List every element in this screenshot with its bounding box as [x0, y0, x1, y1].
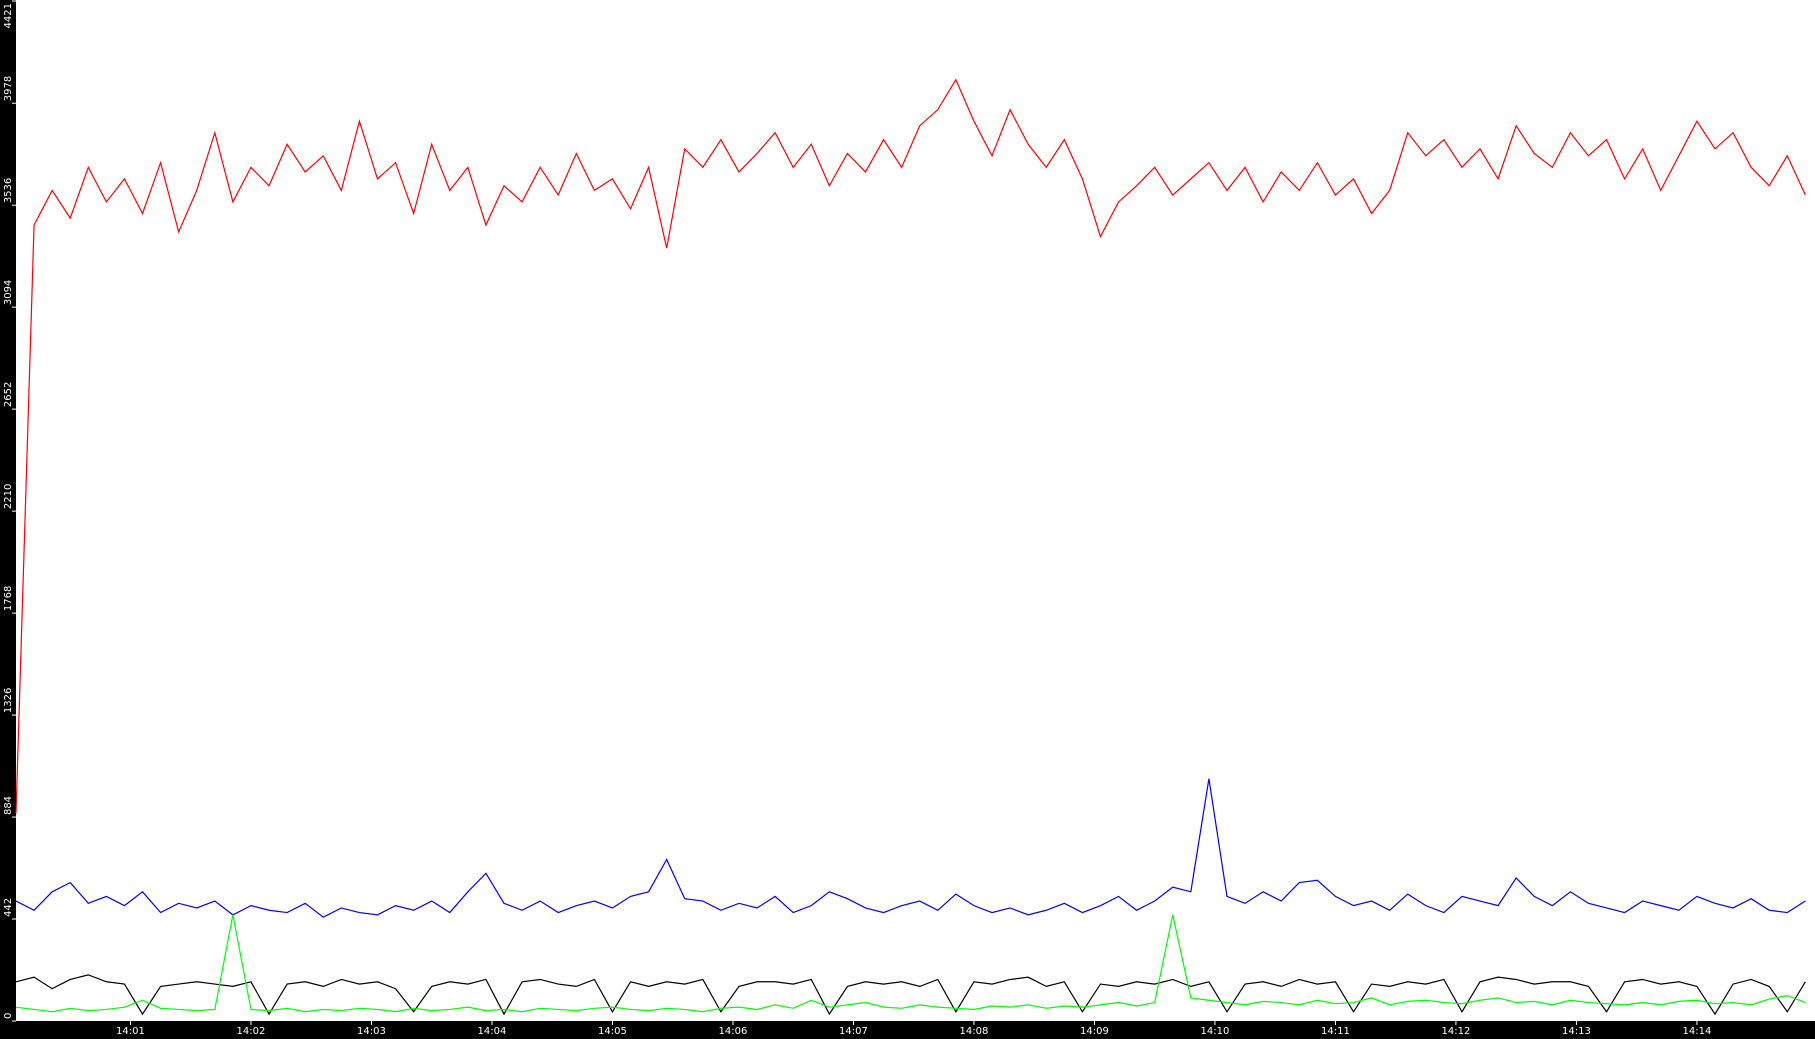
y-tick-label: 3978	[3, 76, 14, 101]
x-tick-label: 14:10	[1201, 1026, 1230, 1037]
y-tick-label: 1768	[3, 586, 14, 611]
x-tick-label: 14:11	[1321, 1026, 1350, 1037]
series-line	[15, 778, 1806, 918]
y-tick-label: 442	[3, 898, 14, 917]
x-tick-label: 14:13	[1562, 1026, 1591, 1037]
series-line	[15, 78, 1806, 814]
x-tick-label: 14:09	[1080, 1026, 1109, 1037]
y-tick-label: 2210	[3, 484, 14, 509]
y-tick-label: 0	[3, 1013, 14, 1019]
y-tick-label: 2652	[3, 382, 14, 407]
x-tick-label: 14:08	[960, 1026, 989, 1037]
y-axis-strip	[0, 0, 16, 1039]
x-tick-label: 14:14	[1683, 1026, 1712, 1037]
x-tick-label: 14:06	[719, 1026, 748, 1037]
series-line	[15, 974, 1806, 1016]
x-tick-label: 14:03	[357, 1026, 386, 1037]
x-tick-label: 14:04	[478, 1026, 507, 1037]
x-tick-label: 14:05	[598, 1026, 627, 1037]
x-tick-label: 14:12	[1442, 1026, 1471, 1037]
x-tick-label: 14:01	[116, 1026, 145, 1037]
y-tick-label: 884	[3, 796, 14, 815]
y-tick-label: 3094	[3, 280, 14, 305]
y-tick-label: 4421	[3, 3, 14, 28]
y-tick-label: 3536	[3, 178, 14, 203]
x-tick-label: 14:02	[237, 1026, 266, 1037]
y-tick-label: 1326	[3, 688, 14, 713]
series-line	[15, 914, 1806, 1013]
x-axis-strip	[0, 1021, 1815, 1039]
x-tick-label: 14:07	[839, 1026, 868, 1037]
